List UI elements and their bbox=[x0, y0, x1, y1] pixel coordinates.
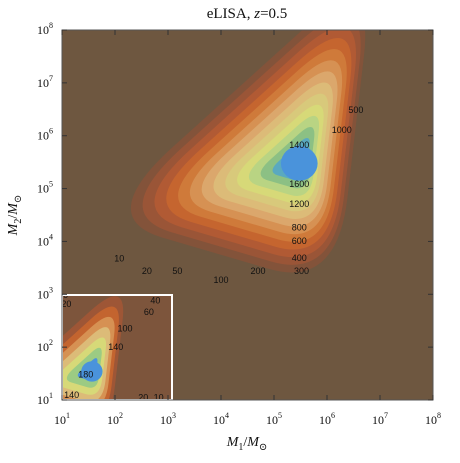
y-tick-label-3: 104 bbox=[37, 232, 53, 248]
main-contour-label-11: 50 bbox=[172, 266, 182, 276]
main-contour-label-8: 300 bbox=[294, 266, 309, 276]
main-contour-label-13: 10 bbox=[114, 254, 124, 264]
x-axis-label: M1/M⊙ bbox=[226, 435, 268, 453]
main-contour-label-9: 200 bbox=[251, 266, 266, 276]
y-tick-label-0: 101 bbox=[37, 391, 53, 407]
inset-contour-label-3: 60 bbox=[144, 307, 154, 317]
x-tick-label-3: 104 bbox=[213, 411, 229, 427]
inset-contour-label-2: 40 bbox=[150, 296, 160, 306]
main-contour-label-2: 1400 bbox=[289, 140, 309, 150]
inset-contour-label-5: 140 bbox=[108, 342, 123, 352]
main-contour-plot: 500 1000 1400 1600 1200 800 600 400 300 200 100 50 2… bbox=[62, 30, 433, 400]
main-contour-label-5: 800 bbox=[292, 222, 307, 232]
inset-contour-label-0: 10 bbox=[58, 290, 68, 300]
y-tick-label-6: 107 bbox=[37, 74, 53, 90]
main-contour-label-3: 1600 bbox=[289, 179, 309, 189]
y-tick-label-2: 103 bbox=[37, 285, 53, 301]
x-tick-label-4: 105 bbox=[266, 411, 282, 427]
main-contour-label-6: 600 bbox=[292, 236, 307, 246]
y-tick-label-1: 102 bbox=[37, 338, 53, 354]
main-contour-label-1: 1000 bbox=[332, 125, 352, 135]
y-tick-label-7: 108 bbox=[37, 21, 53, 37]
main-contour-label-10: 100 bbox=[213, 275, 228, 285]
main-contour-label-12: 20 bbox=[142, 266, 152, 276]
y-axis-ticks: 101 102 103 104 105 106 107 108 bbox=[37, 21, 433, 407]
x-tick-label-5: 106 bbox=[319, 411, 335, 427]
inset-contour-label-1: 20 bbox=[61, 299, 71, 309]
x-tick-label-2: 103 bbox=[160, 411, 176, 427]
chart-title: eLISA, z=0.5 bbox=[207, 6, 288, 22]
inset-contour-label-7: 140 bbox=[64, 390, 79, 400]
x-tick-label-6: 107 bbox=[372, 411, 388, 427]
inset-contour-label-4: 100 bbox=[118, 323, 133, 333]
main-peak-core bbox=[280, 146, 318, 181]
x-tick-label-7: 108 bbox=[425, 411, 441, 427]
y-tick-label-4: 105 bbox=[37, 180, 53, 196]
y-tick-label-5: 106 bbox=[37, 127, 53, 143]
main-contour-label-4: 1200 bbox=[289, 199, 309, 209]
x-tick-label-1: 102 bbox=[107, 411, 123, 427]
main-contour-label-0: 500 bbox=[348, 105, 363, 115]
inset-peak-core bbox=[81, 361, 103, 382]
y-axis-label: M2/M⊙ bbox=[6, 195, 24, 237]
x-tick-label-0: 101 bbox=[54, 411, 70, 427]
inset-contour-label-9: 10 bbox=[154, 393, 164, 403]
inset-contour-label-8: 20 bbox=[138, 393, 148, 403]
main-contour-label-7: 400 bbox=[292, 253, 307, 263]
plot-frame bbox=[61, 29, 434, 401]
inset-contour-label-6: 180 bbox=[78, 369, 93, 379]
x-axis-ticks: 101 102 103 104 105 106 107 108 bbox=[54, 30, 441, 427]
